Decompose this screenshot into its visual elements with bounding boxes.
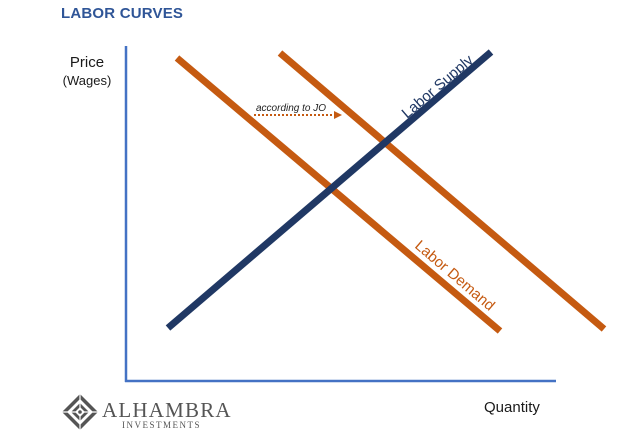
y-axis-title: Price [69,54,105,71]
shift-annotation: according to JO [256,103,326,114]
alhambra-logo: ALHAMBRA INVESTMENTS [60,390,240,430]
logo-wordmark: ALHAMBRA [102,398,232,422]
demand-curve-label: Labor Demand [411,237,497,314]
chart-title: LABOR CURVES [61,5,184,22]
alhambra-emblem-icon [62,394,98,430]
demand-curve-shifted [277,50,607,332]
logo-tagline: INVESTMENTS [122,420,201,430]
supply-curve-label: Labor Supply [399,51,478,122]
x-axis-title: Quantity [484,399,540,416]
y-axis-label: Price (Wages) [60,54,114,90]
y-axis-subtitle: (Wages) [62,73,112,88]
supply-curve [165,49,494,331]
demand-curve-original [174,55,503,334]
